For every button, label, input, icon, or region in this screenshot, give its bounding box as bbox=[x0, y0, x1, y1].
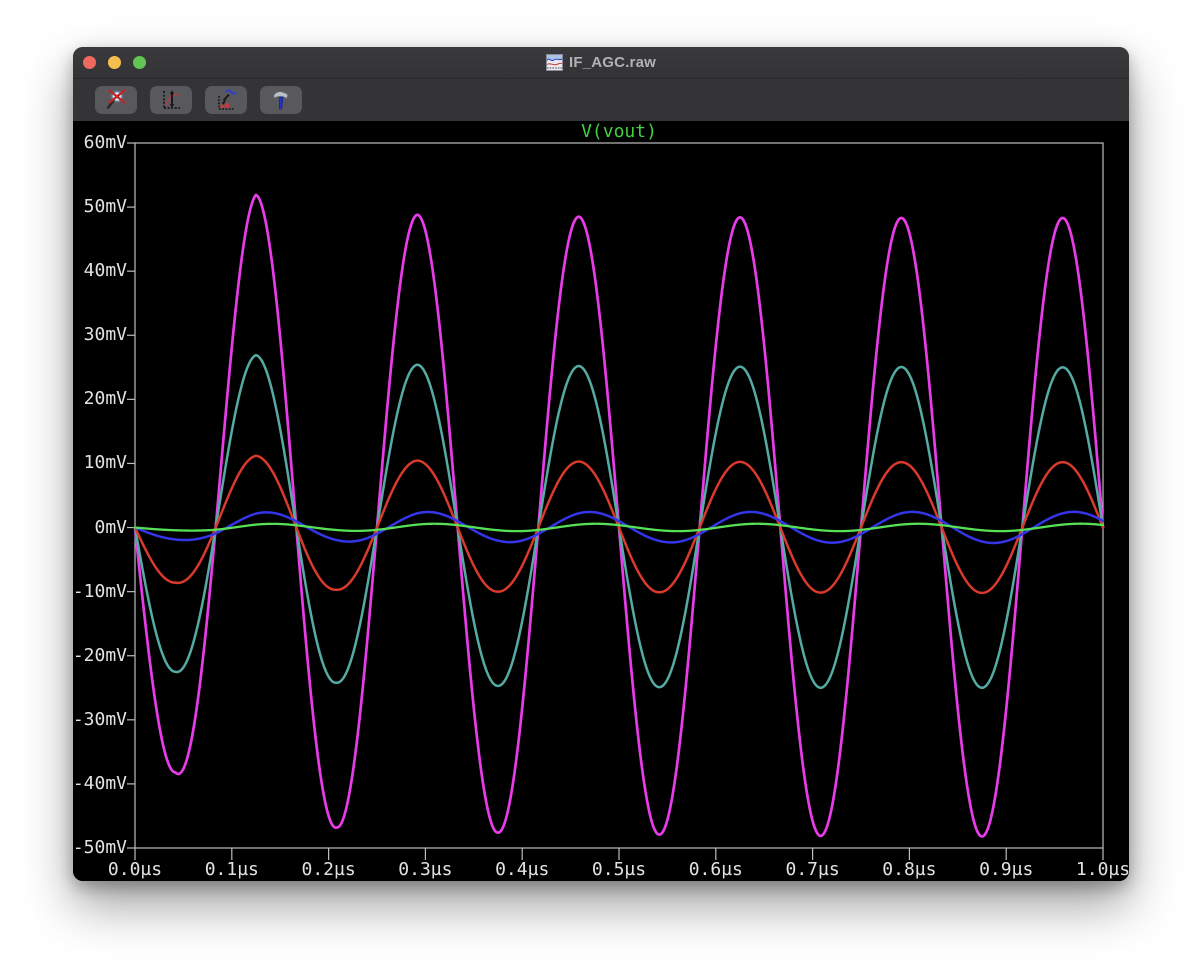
zoom-window-button[interactable] bbox=[133, 56, 146, 69]
x-tick-label: 0.1µs bbox=[204, 859, 259, 880]
x-tick-label: 0.6µs bbox=[688, 859, 743, 880]
plot-frame bbox=[134, 142, 1104, 849]
x-tick-label: 0.5µs bbox=[591, 859, 647, 880]
trace-legend-vout[interactable]: V(vout) bbox=[581, 121, 657, 142]
y-tick-label: 30mV bbox=[83, 324, 127, 346]
y-tick-label: -30mV bbox=[73, 708, 127, 730]
titlebar[interactable]: IF_AGC.raw bbox=[73, 47, 1129, 79]
traffic-lights bbox=[83, 56, 146, 69]
minimize-button[interactable] bbox=[108, 56, 121, 69]
trace-blue bbox=[133, 510, 1105, 545]
plot-settings-icon bbox=[218, 89, 237, 110]
x-tick-label: 0.7µs bbox=[785, 859, 840, 880]
trace-red bbox=[133, 454, 1105, 595]
x-tick-label: 0.2µs bbox=[301, 859, 356, 880]
x-tick-label: 0.9µs bbox=[979, 859, 1034, 880]
window-title: IF_AGC.raw bbox=[568, 54, 657, 71]
control-panel-button[interactable] bbox=[260, 86, 302, 114]
x-tick-label: 0.3µs bbox=[398, 859, 453, 880]
control-panel-hammer-icon bbox=[273, 91, 289, 110]
y-tick-label: -40mV bbox=[73, 772, 127, 794]
close-button[interactable] bbox=[83, 56, 96, 69]
x-tick-label: 0.8µs bbox=[882, 859, 937, 880]
ltspice-waveform-window: IF_AGC.raw bbox=[73, 47, 1129, 881]
y-tick-label: 40mV bbox=[83, 260, 127, 282]
plot-settings-button[interactable] bbox=[205, 86, 247, 114]
y-tick-label: 20mV bbox=[83, 388, 127, 410]
y-tick-label: 0mV bbox=[94, 516, 127, 538]
title-group: IF_AGC.raw bbox=[73, 54, 1129, 71]
y-tick-label: -20mV bbox=[73, 644, 127, 666]
y-tick-label: -10mV bbox=[73, 580, 127, 602]
waveform-plot-pane[interactable]: V(vout) 60mV 50mV 40mV 30mV 20mV 10mV 0mV -10mV… bbox=[73, 121, 1129, 881]
autorange-y-axis-button[interactable] bbox=[150, 86, 192, 114]
zoom-to-fit-button[interactable] bbox=[95, 86, 137, 114]
zoom-to-fit-disabled-icon bbox=[106, 89, 126, 110]
waveform-document-icon bbox=[545, 54, 563, 71]
y-tick-label: 50mV bbox=[83, 196, 127, 218]
y-tick-label: -50mV bbox=[73, 837, 127, 858]
y-tick-label: 10mV bbox=[83, 452, 127, 474]
autorange-y-axis-icon bbox=[163, 90, 180, 109]
y-tick-label: 60mV bbox=[83, 132, 127, 153]
x-tick-label: 1.0µs bbox=[1075, 859, 1129, 880]
toolbar bbox=[73, 79, 1129, 121]
x-tick-label: 0.0µs bbox=[107, 859, 163, 880]
trace-green bbox=[133, 522, 1105, 533]
x-tick-label: 0.4µs bbox=[495, 859, 550, 880]
waveform-chart bbox=[127, 142, 1105, 860]
